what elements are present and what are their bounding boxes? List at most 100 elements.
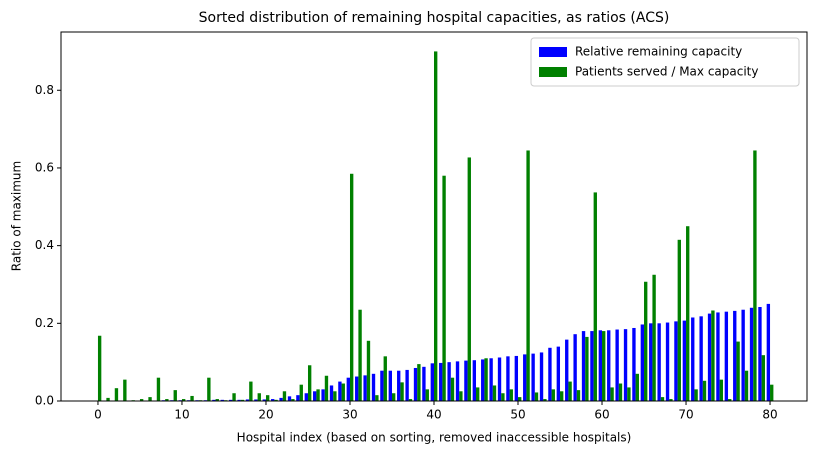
bar: [652, 274, 656, 401]
bar: [506, 356, 510, 401]
bar: [758, 307, 762, 401]
bar: [304, 393, 308, 401]
bar: [262, 399, 266, 401]
x-axis-label: Hospital index (based on sorting, remove…: [237, 431, 632, 445]
bar: [455, 361, 460, 401]
bar: [181, 399, 186, 401]
x-tick-label: 80: [762, 408, 777, 422]
y-tick-label: 0.0: [35, 394, 54, 408]
x-tick-label: 40: [426, 408, 441, 422]
bar: [333, 391, 337, 401]
bar: [618, 383, 623, 401]
bar: [539, 352, 544, 401]
bar: [484, 358, 488, 401]
bar: [770, 384, 774, 401]
bar: [363, 375, 367, 401]
bar: [724, 311, 729, 401]
bar: [212, 399, 216, 401]
x-tick-label: 0: [94, 408, 102, 422]
bar: [358, 309, 362, 401]
bar: [669, 399, 673, 401]
bar: [165, 399, 169, 401]
bar: [190, 395, 194, 401]
bar: [476, 387, 480, 401]
bar: [615, 329, 619, 401]
legend-label: Relative remaining capacity: [575, 45, 742, 59]
bar: [560, 391, 564, 401]
bar: [148, 397, 152, 401]
bar: [341, 383, 345, 401]
legend-swatch: [539, 47, 567, 57]
bar: [422, 366, 426, 401]
bar: [657, 323, 661, 401]
bar: [665, 322, 670, 401]
bar: [425, 389, 429, 401]
bar: [632, 327, 636, 401]
bar: [492, 385, 497, 401]
bar: [728, 399, 732, 401]
bar: [660, 397, 665, 401]
bar: [526, 150, 530, 401]
bar: [518, 397, 522, 401]
bar: [299, 384, 303, 401]
bar: [716, 312, 720, 401]
bar: [249, 381, 253, 401]
bar: [97, 335, 102, 401]
bar: [635, 373, 639, 401]
bar: [691, 317, 695, 401]
bar: [464, 360, 468, 401]
bar: [719, 379, 723, 401]
x-tick-label: 20: [258, 408, 273, 422]
y-tick-label: 0.2: [35, 316, 54, 330]
bar: [349, 173, 354, 401]
x-tick-label: 60: [594, 408, 609, 422]
bar: [321, 389, 325, 401]
bar: [430, 363, 434, 401]
y-tick-label: 0.4: [35, 238, 54, 252]
chart-title: Sorted distribution of remaining hospita…: [199, 10, 670, 26]
bar: [627, 387, 631, 401]
bar: [439, 362, 443, 401]
bar: [749, 307, 754, 401]
bar: [472, 360, 477, 401]
bar: [753, 150, 757, 401]
bar: [391, 393, 396, 401]
bar: [489, 358, 493, 401]
bar: [156, 377, 161, 401]
bar: [371, 373, 376, 401]
bar: [736, 341, 740, 401]
bar: [699, 316, 703, 401]
bar: [324, 375, 329, 401]
bar: [265, 395, 270, 401]
bar: [139, 399, 144, 401]
bar: [287, 396, 292, 401]
bar: [766, 303, 771, 401]
bar: [501, 393, 505, 401]
bar: [565, 339, 569, 401]
bar: [397, 370, 401, 401]
plot-frame: [60, 31, 808, 402]
bar: [173, 390, 177, 401]
bar: [551, 389, 555, 401]
bar: [686, 226, 690, 401]
bar: [543, 399, 547, 401]
bar: [279, 397, 283, 401]
bar: [254, 399, 258, 401]
bar: [271, 399, 275, 401]
bar: [509, 389, 513, 401]
x-tick-label: 10: [174, 408, 189, 422]
bar: [610, 387, 614, 401]
bar: [741, 309, 745, 401]
bar: [761, 355, 765, 401]
bar: [694, 389, 698, 401]
bar: [514, 355, 519, 401]
bar: [682, 320, 687, 401]
bar: [291, 399, 295, 401]
bar: [598, 330, 603, 401]
bar: [568, 381, 572, 401]
bar: [215, 399, 219, 401]
bar: [733, 310, 737, 401]
bar: [497, 357, 502, 401]
bar: [400, 382, 404, 401]
